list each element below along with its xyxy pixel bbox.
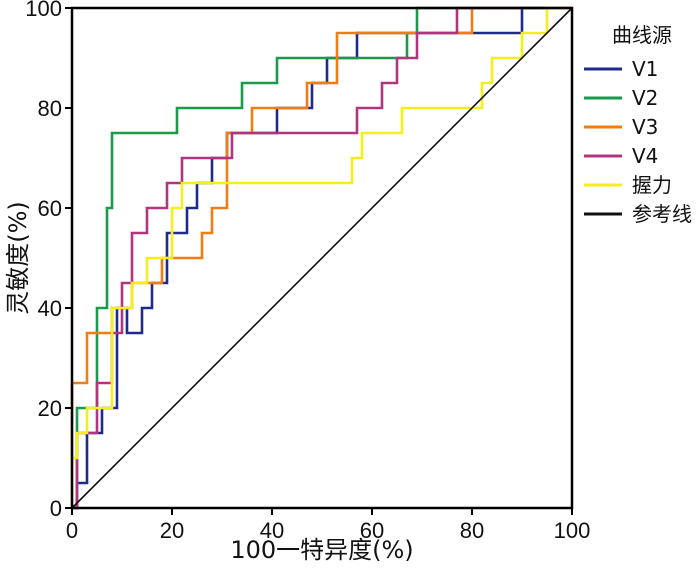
x-axis-title: 100一特异度(%)	[230, 536, 413, 564]
legend-title: 曲线源	[612, 23, 672, 47]
legend-label: 参考线	[632, 202, 692, 226]
series-line-5	[70, 6, 572, 508]
legend-label: 握力	[632, 173, 672, 197]
x-tick-label: 60	[360, 518, 384, 543]
y-tick-label: 100	[25, 0, 62, 21]
y-tick-label: 60	[38, 196, 62, 221]
y-tick-label: 0	[50, 496, 62, 521]
x-tick-label: 20	[160, 518, 184, 543]
axis-layer: 0 20 40 60 80 100 0 20 40 60 80 100	[25, 0, 590, 543]
y-tick-label: 40	[38, 296, 62, 321]
legend-label: V1	[632, 57, 658, 81]
series-line-3	[70, 6, 572, 508]
y-axis-title: 灵敏度(%)	[4, 201, 32, 315]
series-line-6	[71, 7, 573, 509]
series-layer	[70, 6, 573, 510]
y-tick-label: 20	[38, 396, 62, 421]
x-tick-label: 100	[554, 518, 591, 543]
legend-label: V4	[632, 144, 658, 168]
y-tick-label: 80	[38, 96, 62, 121]
legend-label: V2	[632, 86, 658, 110]
x-tick-label: 40	[260, 518, 284, 543]
x-tick-label: 0	[66, 518, 78, 543]
x-tick-label: 80	[460, 518, 484, 543]
plot-frame	[70, 6, 574, 510]
legend-label: V3	[632, 115, 658, 139]
